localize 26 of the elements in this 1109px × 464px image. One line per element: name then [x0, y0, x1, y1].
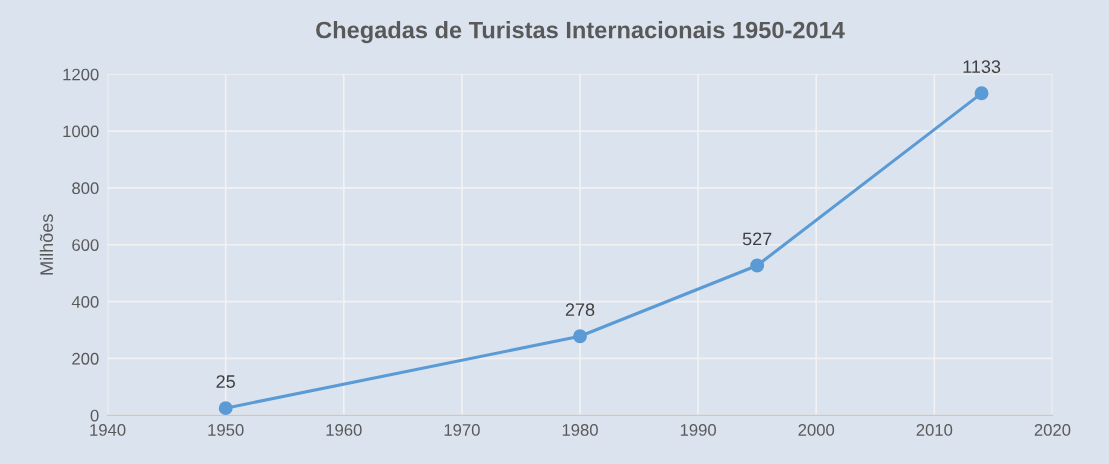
x-tick-label: 2010 — [916, 424, 953, 436]
x-tick-label: 1970 — [444, 424, 480, 436]
x-tick-label: 2020 — [1034, 424, 1071, 436]
y-tick-label: 1000 — [63, 125, 99, 138]
y-axis-title: Milhões — [39, 214, 54, 275]
point — [974, 86, 989, 101]
data-label: 25 — [216, 375, 235, 388]
x-tick-label: 1960 — [326, 424, 362, 436]
y-tick-label: 400 — [71, 296, 99, 308]
y-tick-label: 1200 — [63, 68, 99, 81]
x-tick-label: 1940 — [90, 424, 126, 436]
point — [573, 329, 587, 344]
x-tick-label: 1980 — [562, 424, 598, 436]
point — [750, 258, 765, 273]
y-tick-label: 0 — [90, 409, 99, 422]
y-tick-label: 600 — [72, 239, 99, 251]
x-tick-label: 2000 — [798, 424, 835, 436]
y-tick-label: 200 — [72, 352, 99, 365]
x-tick-label: 1990 — [680, 424, 716, 436]
data-label: 1133 — [963, 60, 1001, 74]
y-tick-label: 800 — [72, 182, 99, 195]
data-label: 527 — [742, 232, 772, 246]
x-tick-label: 1950 — [208, 424, 244, 436]
chart-title: Chegadas de Turistas Internacionais 1950-2014 — [316, 21, 845, 44]
point — [218, 401, 233, 416]
data-label: 278 — [565, 303, 595, 317]
